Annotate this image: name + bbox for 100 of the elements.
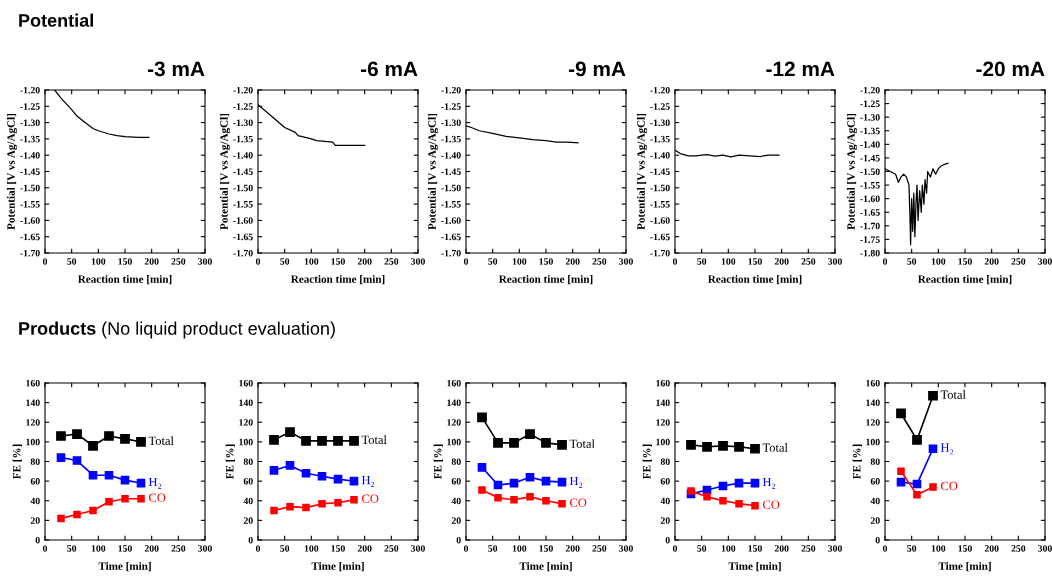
x-tick-label: 300 <box>828 258 842 265</box>
x-axis-title: Reaction time [min] <box>77 275 172 285</box>
y-tick-label: 80 <box>30 458 40 465</box>
y-tick-label: -1.60 <box>20 217 40 224</box>
y-tick-label: -1.35 <box>233 135 253 143</box>
y-tick-label: -1.65 <box>650 233 670 241</box>
y-tick-label: 100 <box>26 438 40 446</box>
y-tick-label: 60 <box>30 478 40 485</box>
text: Potential <box>19 13 93 27</box>
y-tick-label: -1.60 <box>233 217 253 224</box>
y-tick-label: -1.50 <box>441 184 461 192</box>
x-tick-label: 200 <box>144 258 159 265</box>
y-tick-label: -1.25 <box>441 103 461 110</box>
y-tick-label: -1.55 <box>441 201 461 208</box>
y-tick-label: -1.65 <box>20 233 40 241</box>
x-axis-title: Time [min] <box>98 562 151 572</box>
y-tick-label: 100 <box>239 438 253 446</box>
chart-title: -12 mA <box>766 61 835 77</box>
y-tick-label: -1.45 <box>650 168 670 176</box>
x-tick-label: 150 <box>958 545 972 552</box>
y-tick-label: -1.70 <box>441 249 461 257</box>
series-label: CO <box>762 500 780 509</box>
x-tick-label: 100 <box>304 545 319 552</box>
y-tick-label: 20 <box>870 517 880 524</box>
y-tick-label: 160 <box>656 379 670 387</box>
y-tick-label: -1.25 <box>860 100 880 108</box>
y-tick-label: -1.45 <box>441 168 461 176</box>
y-tick-label: 100 <box>447 438 461 446</box>
y-tick-label: 140 <box>447 399 461 407</box>
y-tick-label: 100 <box>866 438 880 446</box>
text: Products <box>19 321 96 335</box>
x-tick-label: 100 <box>512 545 527 552</box>
x-tick-label: 150 <box>539 545 553 552</box>
y-tick-label: -1.40 <box>860 141 880 148</box>
x-tick-label: 300 <box>1038 258 1052 265</box>
y-tick-label: 40 <box>870 497 880 505</box>
y-tick-label: 20 <box>660 517 670 524</box>
x-tick-label: 150 <box>118 258 132 265</box>
y-tick-label: -1.25 <box>650 103 670 110</box>
text: (No liquid product evaluation) <box>102 321 335 339</box>
chart-title: -3 mA <box>147 61 205 77</box>
x-tick-label: 200 <box>357 545 372 552</box>
y-tick-label: 160 <box>239 379 253 387</box>
x-tick-label: 50 <box>697 258 707 265</box>
x-tick-label: 100 <box>304 258 319 265</box>
x-tick-label: 50 <box>67 258 77 265</box>
y-tick-label: -1.30 <box>441 119 461 127</box>
legend-label: Total <box>361 435 387 445</box>
chart-title: -20 mA <box>976 61 1045 77</box>
y-tick-label: 60 <box>660 478 670 485</box>
y-tick-label: -1.60 <box>441 217 461 224</box>
x-tick-label: 250 <box>1011 545 1026 552</box>
y-tick-label: 40 <box>243 497 253 505</box>
y-tick-label: 120 <box>656 419 670 426</box>
x-tick-label: 300 <box>198 258 212 265</box>
series-label: H₂ <box>940 443 954 455</box>
x-tick-label: 50 <box>488 545 498 552</box>
x-tick-label: 0 <box>672 545 678 552</box>
y-tick-label: 0 <box>875 536 880 544</box>
y-tick-label: -1.50 <box>233 184 253 192</box>
x-axis-title: Reaction time [min] <box>498 275 593 285</box>
x-axis-title: Reaction time [min] <box>707 275 802 285</box>
y-tick-label: 160 <box>26 379 40 387</box>
x-tick-label: 0 <box>672 258 678 265</box>
x-tick-label: 50 <box>488 258 498 265</box>
y-tick-label: -1.50 <box>650 184 670 192</box>
y-tick-label: 80 <box>451 458 461 465</box>
y-axis-title: FE [%] <box>225 444 235 480</box>
y-tick-label: 40 <box>660 497 670 505</box>
y-tick-label: -1.40 <box>233 152 253 159</box>
y-tick-label: -1.75 <box>860 236 880 243</box>
y-tick-label: 100 <box>656 438 670 446</box>
y-tick-label: 80 <box>660 458 670 465</box>
y-tick-label: -1.45 <box>233 168 253 176</box>
y-tick-label: 120 <box>26 419 40 426</box>
y-tick-label: -1.65 <box>860 209 880 216</box>
y-tick-label: 120 <box>866 419 880 426</box>
y-tick-label: -1.20 <box>650 86 670 94</box>
x-tick-label: 50 <box>280 258 290 265</box>
y-tick-label: -1.30 <box>650 119 670 127</box>
x-tick-label: 200 <box>984 258 999 265</box>
y-tick-label: -1.30 <box>20 119 40 127</box>
y-tick-label: -1.55 <box>860 182 880 189</box>
y-axis-title: Potential [V vs Ag/AgCl] <box>427 113 439 230</box>
x-tick-label: 300 <box>828 545 842 552</box>
y-tick-label: -1.55 <box>233 201 253 208</box>
series-label: CO <box>361 494 379 503</box>
series-label: H₂ <box>569 476 583 488</box>
x-tick-label: 300 <box>411 258 425 265</box>
x-tick-label: 150 <box>748 258 762 265</box>
chart-title: -9 mA <box>568 61 626 77</box>
x-tick-label: 150 <box>539 258 553 265</box>
y-tick-label: -1.55 <box>20 201 40 208</box>
x-tick-label: 150 <box>118 545 132 552</box>
y-tick-label: -1.40 <box>441 152 461 159</box>
x-tick-label: 50 <box>280 545 290 552</box>
y-tick-label: 40 <box>30 497 40 505</box>
x-tick-label: 200 <box>565 545 580 552</box>
y-tick-label: -1.50 <box>860 168 880 176</box>
legend-label: Total <box>569 439 595 448</box>
